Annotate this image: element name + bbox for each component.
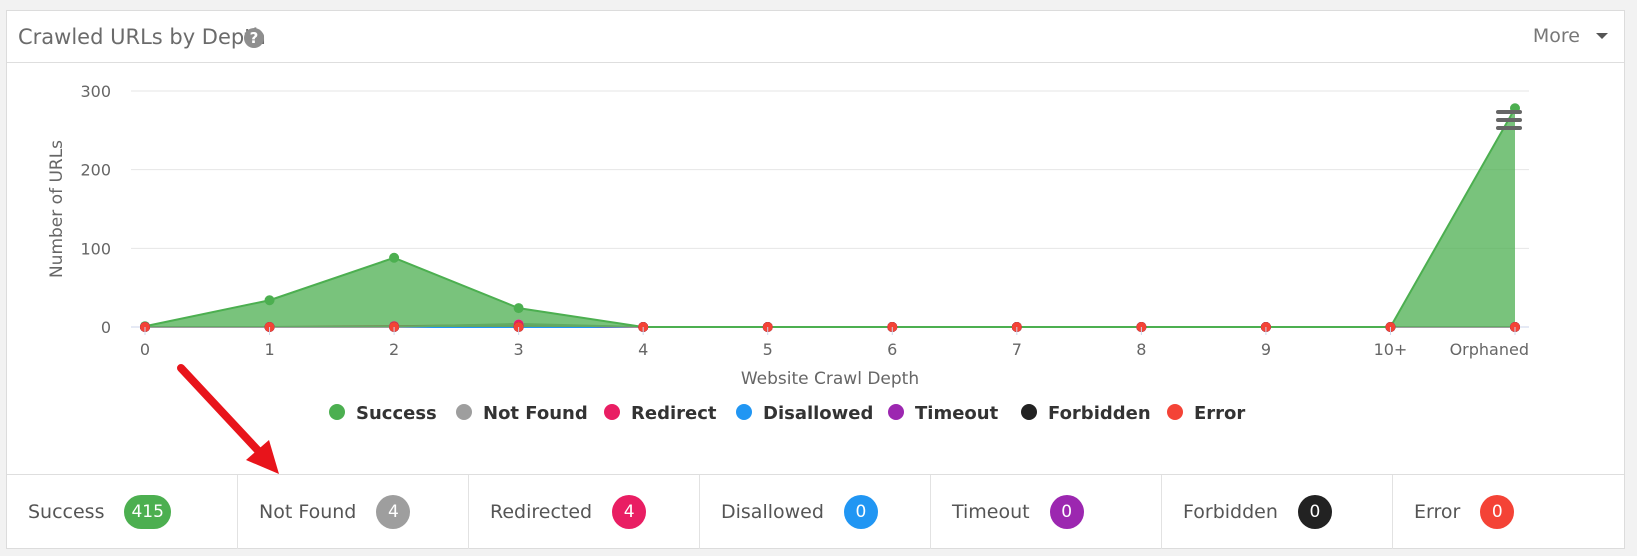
legend-marker xyxy=(1021,404,1037,420)
legend-item-forbidden[interactable]: Forbidden xyxy=(1021,403,1151,424)
stat-count-badge: 4 xyxy=(376,495,411,529)
data-point[interactable] xyxy=(389,252,400,263)
stat-timeout[interactable]: Timeout 0 xyxy=(931,475,1162,549)
stat-error[interactable]: Error 0 xyxy=(1393,475,1624,549)
x-tick-label: 5 xyxy=(763,340,773,359)
caret-down-icon xyxy=(1596,33,1608,39)
stat-label: Forbidden xyxy=(1183,501,1278,523)
y-tick-label: 0 xyxy=(101,318,111,337)
series-line-success xyxy=(144,107,1516,328)
y-tick-label: 100 xyxy=(80,239,111,258)
legend-label: Timeout xyxy=(915,403,999,424)
legend-item-error[interactable]: Error xyxy=(1167,403,1245,424)
stat-count-badge: 0 xyxy=(1049,495,1084,529)
legend-item-redirect[interactable]: Redirect xyxy=(604,403,717,424)
stat-count-badge: 0 xyxy=(843,495,878,529)
legend-marker xyxy=(329,404,345,420)
legend-label: Redirect xyxy=(631,403,717,424)
x-tick-label: 2 xyxy=(389,340,399,359)
legend-label: Success xyxy=(356,403,437,424)
hamburger-menu-icon[interactable] xyxy=(1496,110,1522,130)
y-axis-title: Number of URLs xyxy=(47,140,67,278)
legend-item-timeout[interactable]: Timeout xyxy=(888,403,999,424)
stat-label: Timeout xyxy=(952,501,1030,523)
stat-disallowed[interactable]: Disallowed 0 xyxy=(700,475,931,549)
x-tick-label: 4 xyxy=(638,340,648,359)
stat-count-badge: 0 xyxy=(1480,495,1515,529)
x-axis-title: Website Crawl Depth xyxy=(741,369,919,389)
chart-area: 0 100 200 300 0 1 2 3 4 5 6 7 8 9 10+ Orphaned Website C… xyxy=(7,63,1626,488)
y-tick-label: 200 xyxy=(80,161,111,180)
stat-success[interactable]: Success 415 xyxy=(7,475,238,549)
crawled-urls-panel: Crawled URLs by Depth ? More 0 100 200 300 0… xyxy=(6,10,1625,549)
x-tick-label: 9 xyxy=(1261,340,1271,359)
data-point[interactable] xyxy=(513,303,524,314)
stat-count-badge: 0 xyxy=(1297,495,1332,529)
legend-label: Error xyxy=(1194,403,1245,424)
legend-label: Disallowed xyxy=(763,403,873,424)
stat-label: Not Found xyxy=(259,501,357,523)
legend-marker xyxy=(604,404,620,420)
legend-marker xyxy=(736,404,752,420)
red-arrow-annotation xyxy=(177,364,279,474)
stat-label: Redirected xyxy=(490,501,593,523)
stat-redirected[interactable]: Redirected 4 xyxy=(469,475,700,549)
stat-not-found[interactable]: Not Found 4 xyxy=(238,475,469,549)
x-tick-label: 0 xyxy=(140,340,150,359)
stat-label: Error xyxy=(1414,501,1461,523)
stat-label: Disallowed xyxy=(721,501,824,523)
legend-marker xyxy=(456,404,472,420)
legend-marker xyxy=(1167,404,1183,420)
more-dropdown[interactable]: More xyxy=(1533,25,1608,47)
x-tick-label: 6 xyxy=(887,340,897,359)
legend-item-success[interactable]: Success xyxy=(329,403,437,424)
series-area-success xyxy=(145,108,1515,327)
stats-bar: Success 415 Not Found 4 Redirected 4 Disallowe… xyxy=(7,474,1624,549)
x-tick-label: 10+ xyxy=(1374,340,1408,359)
legend-label: Not Found xyxy=(483,403,588,424)
x-tick-label: 1 xyxy=(264,340,274,359)
stat-count-badge: 415 xyxy=(124,495,171,529)
legend-label: Forbidden xyxy=(1048,403,1151,424)
depth-chart: 0 100 200 300 0 1 2 3 4 5 6 7 8 9 10+ Orphaned Website C… xyxy=(47,82,1529,474)
stat-forbidden[interactable]: Forbidden 0 xyxy=(1162,475,1393,549)
question-icon[interactable]: ? xyxy=(244,28,264,48)
x-tick-label: 8 xyxy=(1136,340,1146,359)
legend-marker xyxy=(888,404,904,420)
panel-title: Crawled URLs by Depth xyxy=(18,25,266,49)
legend-item-not-found[interactable]: Not Found xyxy=(456,403,588,424)
legend-item-disallowed[interactable]: Disallowed xyxy=(736,403,873,424)
x-tick-label: 3 xyxy=(514,340,524,359)
x-tick-label: 7 xyxy=(1012,340,1022,359)
stat-count-badge: 4 xyxy=(612,495,647,529)
x-tick-label: Orphaned xyxy=(1450,340,1529,359)
y-tick-label: 300 xyxy=(80,82,111,101)
data-point[interactable] xyxy=(264,295,275,306)
panel-header: Crawled URLs by Depth ? More xyxy=(7,11,1624,63)
more-label: More xyxy=(1532,25,1580,47)
stat-label: Success xyxy=(28,501,105,523)
